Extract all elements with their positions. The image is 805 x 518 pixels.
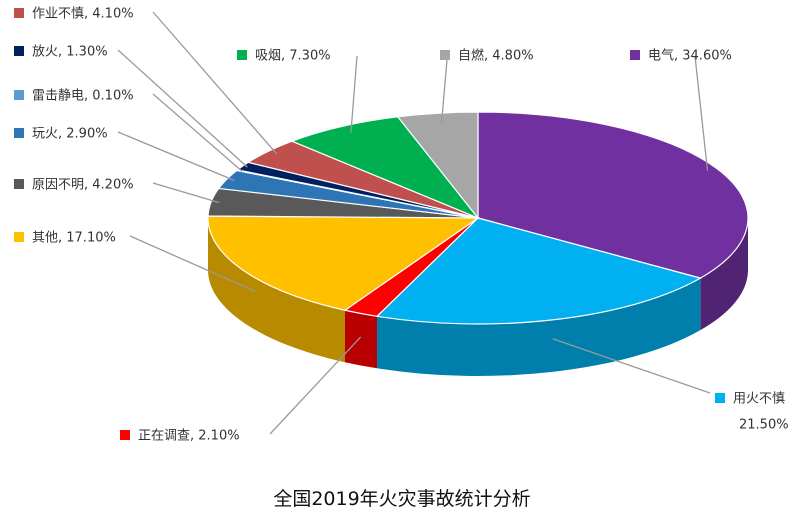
slice-3 [207,215,480,311]
pie-sides [208,218,748,377]
data-label-slice-8: 作业不慎, 4.10% [32,7,134,22]
slice-9 [290,116,480,220]
legend-swatch-slice-1 [715,393,725,403]
data-label-slice-0: 电气, 34.60% [648,48,732,64]
leader-line-slice-2 [269,336,362,435]
leader-line-slice-8 [152,11,278,155]
data-label-slice-4: 原因不明, 4.20% [32,178,134,193]
legend-swatch-slice-5 [14,128,24,138]
leader-lines [117,11,711,435]
leader-line-slice-4 [152,182,220,204]
side-slice-3 [208,218,345,363]
legend-swatch-slice-0 [630,50,640,60]
data-label-slice-6: 雷击静电, 0.10% [32,89,134,104]
data-label-slice-3: 其他, 17.10% [32,231,116,246]
leader-line-slice-3 [129,235,256,292]
legend-swatch-slice-2 [120,430,130,440]
side-slice-1 [377,278,701,377]
data-label-slice-2: 正在调查, 2.10% [138,429,240,444]
leader-line-slice-5 [117,131,235,182]
leader-line-slice-1 [552,338,711,394]
legend-swatch-slice-4 [14,179,24,189]
legend-swatch-slice-6 [14,90,24,100]
pie-top-faces [207,111,749,325]
legend-swatch-slice-7 [14,46,24,56]
leader-line-slice-9 [350,55,358,134]
legend: 电气, 34.60% 用火不慎 21.50% 正在调查, 2.10% 其他, 17.10… [14,7,789,444]
data-label-slice-5: 玩火, 2.90% [32,127,108,142]
data-label-slice-7: 放火, 1.30% [32,45,108,60]
legend-swatch-slice-10 [440,50,450,60]
legend-swatch-slice-8 [14,8,24,18]
leader-line-slice-6 [152,93,243,172]
legend-swatch-slice-9 [237,50,247,60]
side-slice-2 [344,310,378,369]
data-label-slice-10: 自燃, 4.80% [458,48,534,64]
legend-swatch-slice-3 [14,232,24,242]
chart-title: 全国2019年火灾事故统计分析 [273,488,530,510]
slice-0 [477,111,749,279]
leader-line-slice-0 [694,55,709,171]
side-slice-0 [700,218,748,331]
slice-1 [375,217,702,325]
data-label-value-slice-1: 21.50% [739,418,789,433]
leader-line-slice-10 [440,59,448,124]
data-label-slice-9: 吸烟, 7.30% [255,49,331,64]
data-label-slice-1: 用火不慎 [733,392,785,407]
leader-line-slice-7 [117,49,248,168]
slice-10 [396,111,479,220]
